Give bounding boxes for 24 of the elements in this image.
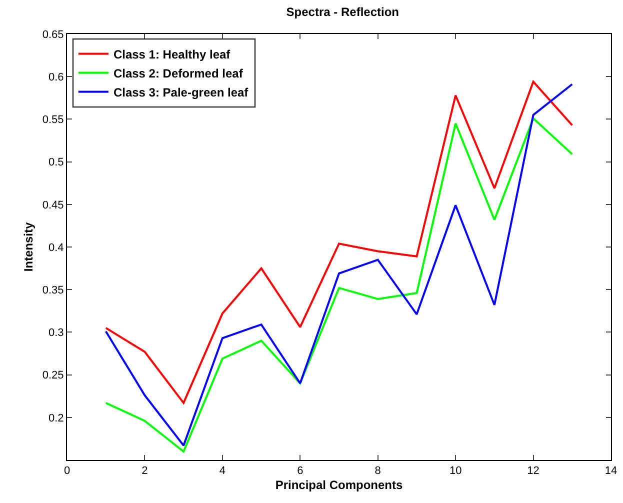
legend-label: Class 2: Deformed leaf — [113, 66, 244, 80]
y-axis-title: Intensity — [22, 222, 36, 272]
x-tick-label: 6 — [297, 465, 304, 478]
x-tick-label: 10 — [449, 465, 462, 478]
y-tick-label: 0.6 — [48, 71, 64, 84]
x-tick-label: 2 — [142, 465, 148, 478]
y-tick-label: 0.45 — [42, 199, 64, 212]
y-tick-label: 0.5 — [48, 156, 64, 169]
y-tick-label: 0.2 — [48, 412, 64, 424]
chart-title: Spectra - Reflection — [286, 4, 399, 19]
legend-label: Class 3: Pale-green leaf — [113, 85, 250, 100]
y-tick-label: 0.3 — [48, 327, 64, 340]
y-tick-label: 0.25 — [42, 370, 64, 382]
y-tick-label: 0.35 — [42, 284, 64, 296]
x-tick-label: 8 — [374, 465, 381, 478]
x-tick-label: 0 — [64, 465, 70, 478]
y-tick-label: 0.4 — [48, 242, 64, 254]
y-tick-label: 0.65 — [42, 28, 64, 41]
y-tick-label: 0.55 — [42, 114, 64, 126]
x-tick-label: 14 — [604, 465, 618, 478]
legend-label: Class 1: Healthy leaf — [113, 47, 232, 62]
x-tick-label: 12 — [527, 465, 540, 478]
x-tick-label: 4 — [219, 465, 226, 478]
x-axis-title: Principal Components — [275, 478, 403, 492]
